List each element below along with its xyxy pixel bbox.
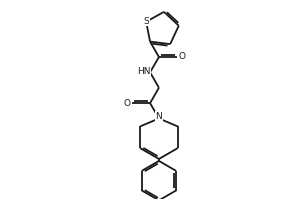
Text: O: O xyxy=(123,99,130,108)
Text: O: O xyxy=(178,52,186,61)
Text: S: S xyxy=(144,17,150,26)
Text: HN: HN xyxy=(137,67,150,76)
Text: N: N xyxy=(156,112,162,121)
